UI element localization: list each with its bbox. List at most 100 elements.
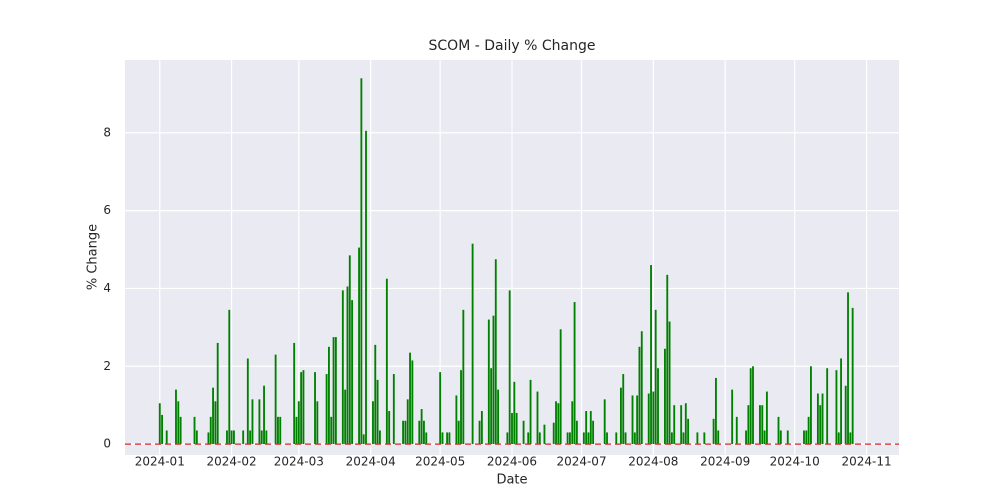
bar	[195, 430, 198, 445]
bar	[490, 368, 493, 445]
bar	[385, 278, 388, 445]
bar	[332, 337, 335, 445]
bar	[650, 265, 652, 445]
bar	[418, 420, 421, 445]
bar	[258, 399, 261, 445]
bar	[835, 370, 838, 445]
bar	[513, 381, 516, 445]
bar	[807, 416, 810, 445]
bar	[249, 430, 252, 445]
bar	[826, 368, 829, 445]
bar	[165, 430, 168, 445]
bar	[668, 321, 671, 445]
bar	[777, 416, 780, 445]
bar	[847, 292, 849, 445]
bar	[439, 372, 442, 445]
bar	[263, 385, 265, 445]
bar	[603, 399, 606, 445]
bar	[779, 430, 782, 445]
bar	[161, 414, 164, 445]
bar	[527, 432, 530, 445]
bar	[279, 416, 282, 445]
bar	[260, 430, 263, 445]
bar	[388, 411, 391, 445]
bar	[212, 387, 214, 445]
bar	[232, 430, 235, 445]
bar	[640, 331, 643, 445]
x-tick-label: 2024-02	[207, 455, 257, 469]
bar	[529, 379, 532, 445]
bar	[420, 409, 423, 445]
bar	[372, 401, 374, 445]
bar	[619, 387, 622, 445]
bar	[344, 389, 347, 445]
bar	[703, 432, 706, 445]
bar	[571, 401, 574, 445]
bar	[230, 430, 233, 445]
bar	[752, 366, 754, 445]
y-tick-label: 6	[103, 203, 111, 217]
bar	[334, 337, 337, 445]
x-tick-label: 2024-08	[628, 455, 678, 469]
bar	[358, 247, 360, 445]
bar	[566, 432, 569, 445]
bar	[557, 403, 560, 445]
x-tick-label: 2024-05	[415, 455, 465, 469]
bar	[696, 432, 699, 445]
x-tick-label: 2024-06	[487, 455, 537, 469]
bar	[585, 411, 588, 445]
bar	[633, 432, 636, 445]
chart-title: SCOM - Daily % Change	[429, 38, 596, 54]
x-tick-label: 2024-10	[770, 455, 820, 469]
bar	[457, 420, 460, 445]
bar	[657, 368, 659, 445]
bar	[747, 405, 750, 445]
bar	[624, 432, 627, 445]
bar	[376, 379, 379, 445]
x-tick-label: 2024-04	[346, 455, 396, 469]
bar	[759, 405, 761, 445]
bar	[328, 346, 330, 445]
bar	[536, 391, 539, 445]
bar	[647, 393, 650, 445]
bar	[670, 432, 673, 445]
bar	[664, 348, 666, 445]
bar	[821, 393, 824, 445]
bar	[392, 374, 395, 445]
y-tick-label: 4	[103, 281, 111, 295]
y-tick-label: 8	[103, 125, 111, 139]
bar	[803, 430, 805, 445]
bar	[497, 389, 500, 445]
bar	[297, 401, 300, 445]
bar	[193, 416, 196, 445]
bar	[589, 411, 592, 445]
bar	[555, 401, 557, 445]
bar	[715, 377, 717, 445]
bar	[209, 416, 212, 445]
bar	[207, 432, 210, 445]
bar	[552, 422, 555, 445]
bar	[460, 370, 462, 445]
bar	[622, 374, 625, 445]
bar	[522, 420, 525, 445]
bar	[631, 395, 634, 445]
y-tick-label: 0	[103, 437, 111, 451]
bar	[177, 401, 180, 445]
bar	[569, 432, 571, 445]
bar	[360, 78, 363, 445]
bar	[404, 420, 407, 445]
bar	[228, 309, 231, 445]
bar	[673, 405, 676, 445]
bar	[351, 300, 354, 445]
bar	[425, 432, 428, 445]
bar	[226, 430, 228, 445]
bar	[506, 432, 509, 445]
x-tick-label: 2024-07	[556, 455, 606, 469]
bar	[316, 401, 319, 445]
bar	[216, 342, 219, 445]
bar	[615, 432, 618, 445]
bar	[543, 424, 546, 445]
bar	[575, 420, 578, 445]
bar	[805, 430, 808, 445]
bar	[682, 432, 685, 445]
